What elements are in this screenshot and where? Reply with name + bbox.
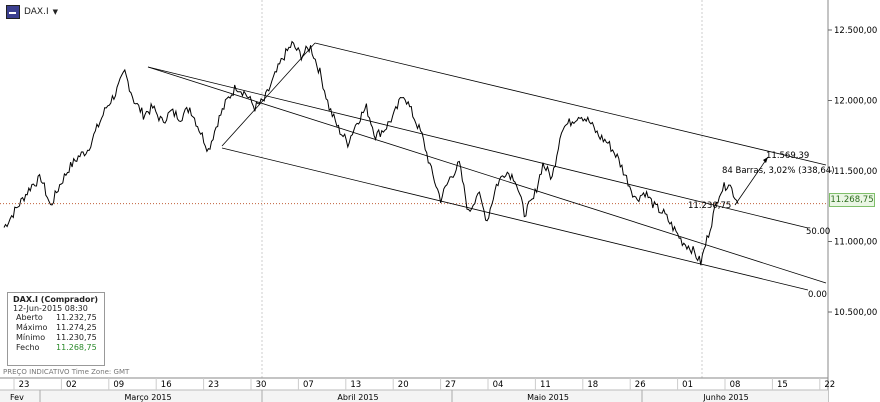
x-tick-label: 09: [113, 380, 124, 390]
y-tick-label: 12.500,00: [834, 26, 877, 36]
arrow-line[interactable]: [734, 156, 769, 206]
x-tick-label: 13: [350, 380, 361, 390]
channel-label-0: 0.00: [808, 290, 827, 300]
month-label: Abril 2015: [337, 393, 378, 402]
symbol-icon: [6, 5, 20, 19]
channel-lower-line[interactable]: [221, 147, 809, 291]
x-tick-label: 26: [635, 380, 646, 390]
x-tick-label: 27: [445, 380, 456, 390]
y-tick-label: 10.500,00: [834, 308, 877, 318]
info-row-high: Máximo 11.274,25: [16, 323, 97, 332]
arrow-head: [763, 157, 768, 163]
x-tick-label: 04: [493, 380, 504, 390]
x-tick-label: 02: [66, 380, 77, 390]
channel-label-50: 50.00: [806, 227, 830, 237]
trend-line[interactable]: [221, 42, 316, 147]
ohlc-info-box: DAX.I (Comprador) 12-Jun-2015 08:30 Aber…: [7, 292, 105, 366]
annotation-target-price: 11.569,39: [766, 151, 809, 161]
chevron-down-icon[interactable]: ▼: [52, 8, 58, 16]
symbol-selector[interactable]: DAX.I ▼: [6, 4, 58, 20]
price-series-line[interactable]: [3, 40, 739, 266]
info-row-low: Mínimo 11.230,75: [16, 333, 97, 342]
info-title: DAX.I (Comprador): [13, 295, 99, 304]
x-tick-label: 20: [398, 380, 409, 390]
x-tick-label: 07: [303, 380, 314, 390]
info-row-open: Aberto 11.232,75: [16, 313, 97, 322]
channel2-upper-line[interactable]: [314, 42, 827, 166]
x-tick-label: 22: [824, 380, 835, 390]
channel-middle-line[interactable]: [147, 66, 809, 229]
info-datetime: 12-Jun-2015 08:30: [13, 304, 88, 313]
month-label: Junho 2015: [702, 393, 748, 402]
x-tick-label: 16: [161, 380, 172, 390]
month-label: Fev: [10, 393, 24, 402]
current-price-tag: 11.268,75: [829, 193, 875, 207]
month-label: Maio 2015: [527, 393, 569, 402]
x-tick-label: 23: [19, 380, 30, 390]
month-label: Março 2015: [124, 393, 171, 402]
x-tick-label: 18: [587, 380, 598, 390]
annotation-start-price: 11.230,75: [688, 201, 731, 211]
symbol-label: DAX.I: [24, 7, 49, 17]
x-tick-label: 23: [208, 380, 219, 390]
y-tick-label: 11.000,00: [834, 238, 877, 248]
x-tick-label: 08: [730, 380, 741, 390]
x-tick-label: 15: [777, 380, 788, 390]
y-tick-label: 11.500,00: [834, 167, 877, 177]
info-row-close: Fecho 11.268,75: [16, 343, 97, 352]
x-tick-label: 01: [682, 380, 693, 390]
footer-label: PREÇO INDICATIVO Time Zone: GMT: [3, 368, 130, 376]
y-tick-label: 12.000,00: [834, 97, 877, 107]
annotation-bars: 84 Barras, 3,02% (338,64): [722, 166, 835, 176]
x-tick-label: 11: [540, 380, 551, 390]
x-tick-label: 30: [256, 380, 267, 390]
